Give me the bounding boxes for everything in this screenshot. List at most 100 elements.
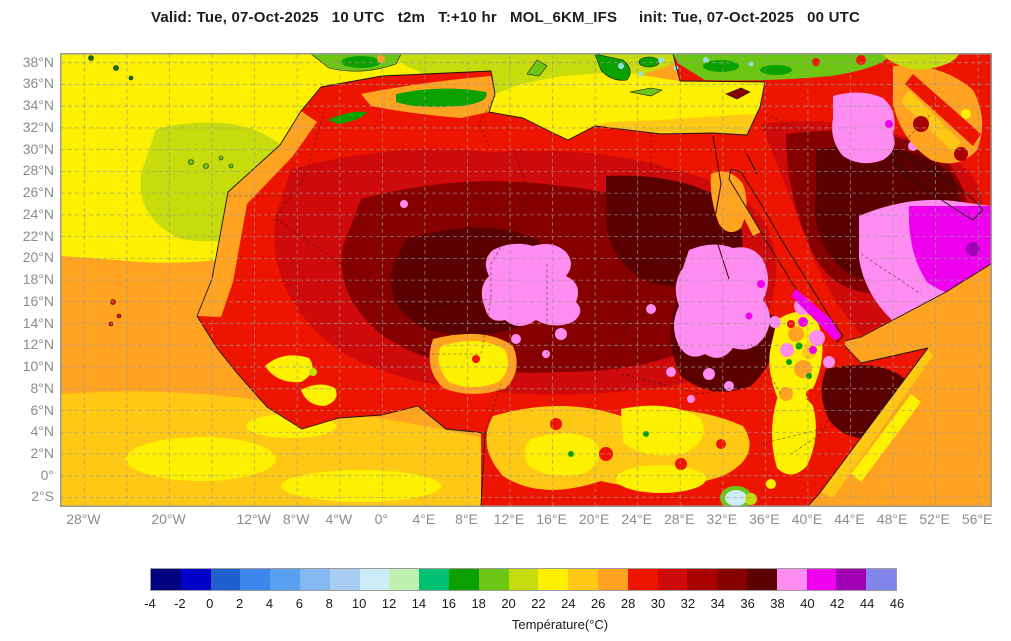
colorbar-segment: [836, 569, 867, 590]
lon-label: 28°W: [66, 511, 101, 527]
colorbar-tick: 36: [740, 596, 755, 611]
colorbar-segment: [717, 569, 747, 590]
colorbar-tick: 26: [590, 596, 606, 611]
colorbar-tick: 32: [680, 596, 696, 611]
colorbar-tick: 4: [265, 596, 274, 611]
lon-label: 4°E: [412, 511, 436, 527]
lon-label: 40°E: [791, 511, 823, 527]
colorbar-tick: 10: [351, 596, 367, 611]
lat-label: 24°N: [22, 205, 54, 222]
colorbar-tick: -4: [144, 596, 156, 611]
lat-label: 0°: [40, 466, 54, 483]
colorbar-tick: 8: [325, 596, 333, 611]
colorbar-tick: 6: [295, 596, 303, 611]
colorbar-segment: [657, 569, 688, 590]
lon-label: 24°E: [621, 511, 652, 527]
colorbar-segment: [448, 569, 479, 590]
map-frame: [60, 53, 992, 507]
colorbar-label: Température(°C): [511, 617, 609, 632]
lat-label: 4°N: [30, 423, 55, 440]
colorbar-tick: 46: [889, 596, 905, 611]
colorbar-segment: [597, 569, 628, 590]
lat-label: 16°N: [22, 292, 54, 309]
colorbar-tick: 42: [830, 596, 845, 611]
colorbar-segment: [329, 569, 360, 590]
colorbar-tick: 28: [620, 596, 636, 611]
colorbar-segment: [568, 569, 598, 590]
lon-label: 44°E: [834, 511, 865, 527]
colorbar-segment: [210, 569, 241, 590]
colorbar-tick: 20: [501, 596, 516, 611]
red-sea: [728, 168, 844, 343]
colorbar-segment: [478, 569, 509, 590]
indian-ocean: [808, 264, 991, 506]
colorbar-segment: [299, 569, 330, 590]
lon-label: 8°W: [282, 511, 310, 527]
lat-label: 6°N: [30, 401, 55, 418]
lat-label: 2°N: [30, 445, 55, 462]
colorbar-segment: [419, 569, 449, 590]
lon-label: 48°E: [876, 511, 908, 527]
lon-label: 20°W: [151, 511, 186, 527]
colorbar-segment: [538, 569, 569, 590]
colorbar-tick: -2: [174, 596, 186, 611]
chart-title: Valid: Tue, 07-Oct-2025 10 UTC t2m T:+10…: [150, 9, 861, 26]
colorbar-tick: 0: [206, 596, 214, 611]
lat-label: 28°N: [22, 162, 54, 179]
lon-label: 36°E: [749, 511, 780, 527]
lat-label: 2°S: [31, 488, 54, 505]
colorbar-segment: [806, 569, 837, 590]
persian-gulf: [890, 150, 984, 221]
lat-label: 30°N: [22, 140, 54, 157]
lat-label: 36°N: [22, 75, 54, 92]
colorbar-tick: 44: [859, 596, 875, 611]
colorbar-segment: [627, 569, 658, 590]
land-layer: [197, 54, 991, 506]
lon-label: 28°E: [663, 511, 695, 527]
colorbar-segment: [866, 569, 896, 590]
colorbar-segment: [746, 569, 777, 590]
lat-label: 38°N: [22, 53, 54, 70]
lat-label: 10°N: [22, 358, 54, 375]
lon-label: 52°E: [919, 511, 950, 527]
colorbar-tick: 30: [650, 596, 666, 611]
colorbar-tick: 14: [411, 596, 427, 611]
lat-label: 20°N: [22, 249, 54, 266]
colorbar-tick: 24: [561, 596, 576, 611]
colorbar-segment: [687, 569, 718, 590]
lat-label: 22°N: [22, 227, 54, 244]
lat-label: 14°N: [22, 314, 54, 331]
lon-label: 0°: [374, 511, 388, 527]
lon-label: 32°E: [706, 511, 738, 527]
lat-label: 26°N: [22, 184, 54, 201]
colorbar-tick: 40: [800, 596, 815, 611]
lon-label: 8°E: [455, 511, 478, 527]
coastlines: [196, 54, 991, 506]
colorbar-segment: [389, 569, 420, 590]
lon-label: 16°E: [536, 511, 567, 527]
lat-label: 32°N: [22, 118, 54, 135]
grid-lines: [61, 54, 991, 506]
lon-label: 4°W: [325, 511, 353, 527]
colorbar-tick: 22: [531, 596, 546, 611]
country-borders: [228, 95, 932, 455]
colorbar-segment: [180, 569, 211, 590]
colorbar-tick: 16: [441, 596, 457, 611]
colorbar-segment: [240, 569, 271, 590]
colorbar-tick: 12: [381, 596, 397, 611]
lat-label: 12°N: [22, 336, 54, 353]
lon-label: 56°E: [961, 511, 993, 527]
lat-label: 8°N: [30, 379, 55, 396]
colorbar-tick: 34: [710, 596, 725, 611]
lon-label: 12°E: [493, 511, 525, 527]
colorbar-tick: 38: [770, 596, 785, 611]
colorbar-segment: [270, 569, 300, 590]
lat-label: 34°N: [22, 97, 54, 114]
colorbar-tick: 18: [471, 596, 486, 611]
colorbar-tick: 2: [236, 596, 244, 611]
colorbar-segment: [508, 569, 539, 590]
temperature-map-graphic: [61, 54, 991, 506]
colorbar-segment: [359, 569, 390, 590]
islands-layer: [88, 54, 754, 327]
colorbar-segment: [776, 569, 807, 590]
